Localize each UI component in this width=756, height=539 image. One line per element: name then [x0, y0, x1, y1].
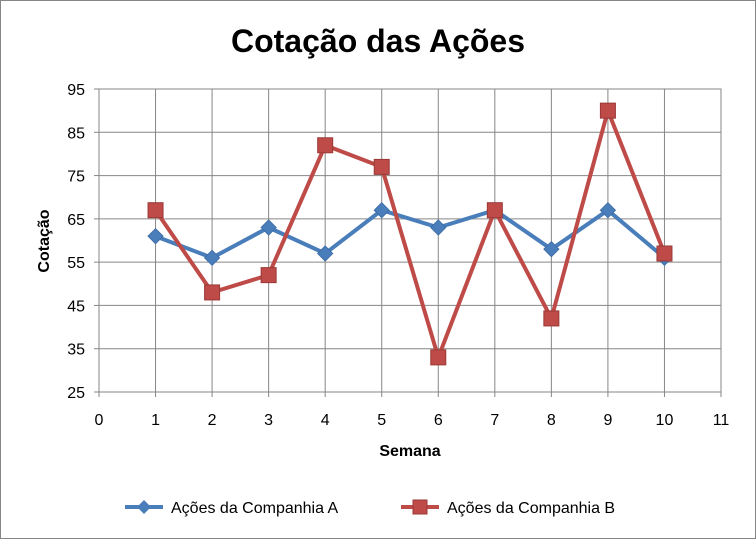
x-tick-label: 4	[321, 412, 330, 429]
series-b-point	[599, 102, 616, 119]
x-tick-label: 8	[547, 412, 556, 429]
y-axis-title: Cotação	[36, 209, 53, 272]
x-tick-label: 1	[151, 412, 160, 429]
series-a-point	[599, 201, 617, 219]
x-tick-label: 5	[377, 412, 386, 429]
series-b	[147, 102, 673, 366]
series-b-point	[204, 284, 221, 301]
series-a-point	[543, 240, 560, 258]
legend-marker-a	[137, 500, 151, 514]
series-a-point	[316, 245, 334, 262]
plot-area	[98, 88, 722, 393]
series-b-point	[317, 137, 334, 154]
series-b-line	[153, 108, 667, 360]
series-b-point	[430, 349, 447, 366]
grid-layer	[98, 88, 722, 393]
chart-title: Cotação das Ações	[231, 23, 525, 59]
y-tick-label: 75	[67, 169, 85, 186]
series-b-point	[373, 158, 390, 175]
x-tick-label: 2	[208, 412, 217, 429]
x-tick-label: 3	[264, 412, 273, 429]
series-b-point	[486, 202, 503, 219]
x-axis-title: Semana	[379, 443, 440, 460]
series-b-point	[147, 202, 164, 219]
x-tick-label: 6	[434, 412, 443, 429]
series-a	[147, 201, 673, 267]
series-a-point	[430, 219, 447, 236]
x-tick-label: 9	[603, 412, 612, 429]
legend-entry-a: Ações da Companhia A	[125, 500, 339, 517]
x-tick-label: 10	[656, 412, 674, 429]
y-tick-label: 25	[67, 385, 85, 402]
legend-entry-b: Ações da Companhia B	[401, 499, 615, 517]
series-a-point	[203, 249, 221, 267]
y-tick-label: 55	[67, 255, 85, 272]
series-a-point	[260, 219, 277, 236]
y-tick-label: 35	[67, 342, 85, 359]
series-b-point	[543, 310, 560, 327]
series-layer	[147, 102, 673, 366]
x-tick-label: 7	[490, 412, 499, 429]
series-a-point	[373, 201, 390, 219]
legend-marker-b	[412, 499, 428, 515]
legend-label-b: Ações da Companhia B	[447, 500, 615, 517]
x-tick-label: 11	[713, 412, 730, 429]
series-a-point	[147, 227, 164, 245]
series-b-point	[656, 245, 673, 262]
x-tick-label: 0	[95, 412, 104, 429]
y-tick-label: 65	[67, 212, 85, 229]
series-a-line	[154, 208, 666, 260]
series-b-point	[260, 267, 277, 284]
y-tick-label: 85	[67, 125, 85, 142]
legend-label-a: Ações da Companhia A	[171, 500, 339, 517]
y-tick-label: 45	[67, 298, 85, 315]
legend: Ações da Companhia A Ações da Companhia …	[125, 499, 615, 517]
y-tick-label: 95	[67, 82, 85, 99]
